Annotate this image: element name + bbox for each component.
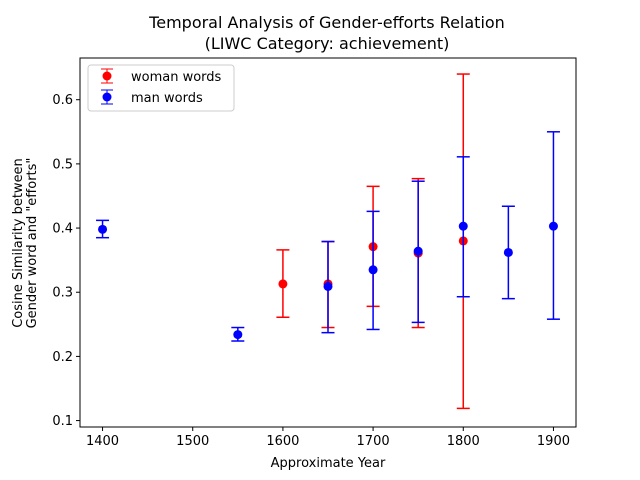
legend: woman words man words [87,64,235,112]
data-marks [96,73,560,410]
man-point [413,246,423,256]
x-tick-label: 1500 [176,434,209,449]
y-axis-label-line1: Cosine Similarity between [11,158,26,328]
man-point [233,330,243,340]
y-tick-label: 0.4 [52,222,73,237]
man-point [323,281,333,291]
plot-frame [79,57,577,428]
man-point [503,247,513,257]
man-point [458,221,468,231]
legend-woman-label: woman words [131,70,222,85]
chart-subtitle: (LIWC Category: achievement) [205,34,450,53]
legend-box [87,64,235,112]
y-tick-label: 0.3 [52,286,73,301]
y-tick-label: 0.5 [52,157,73,172]
x-tick-label: 1700 [357,434,390,449]
woman-point [278,279,288,289]
man-point [368,265,378,275]
y-axis-label-line2: Gender word and "efforts" [25,158,40,329]
x-tick-label: 1400 [86,434,119,449]
legend-woman-marker [102,71,112,81]
legend-man-marker [102,92,112,102]
legend-entry-woman: woman words [101,68,222,85]
chart-title: Temporal Analysis of Gender-efforts Rela… [148,13,505,32]
y-tick-label: 0.2 [52,350,73,365]
man-point [98,224,108,234]
x-tick-label: 1800 [447,434,480,449]
x-axis-label: Approximate Year [271,456,386,471]
legend-entry-man: man words [101,89,203,106]
y-tick-label: 0.6 [52,93,73,108]
legend-man-label: man words [131,91,203,106]
axis-ticks: 1400 1500 1600 1700 1800 1900 0.1 0.2 0.3 0.4 0.5 0… [52,93,570,449]
y-tick-label: 0.1 [52,414,73,429]
y-axis-label: Cosine Similarity between Gender word an… [11,158,40,329]
x-tick-label: 1600 [266,434,299,449]
man-point [548,221,558,231]
x-tick-label: 1900 [537,434,570,449]
